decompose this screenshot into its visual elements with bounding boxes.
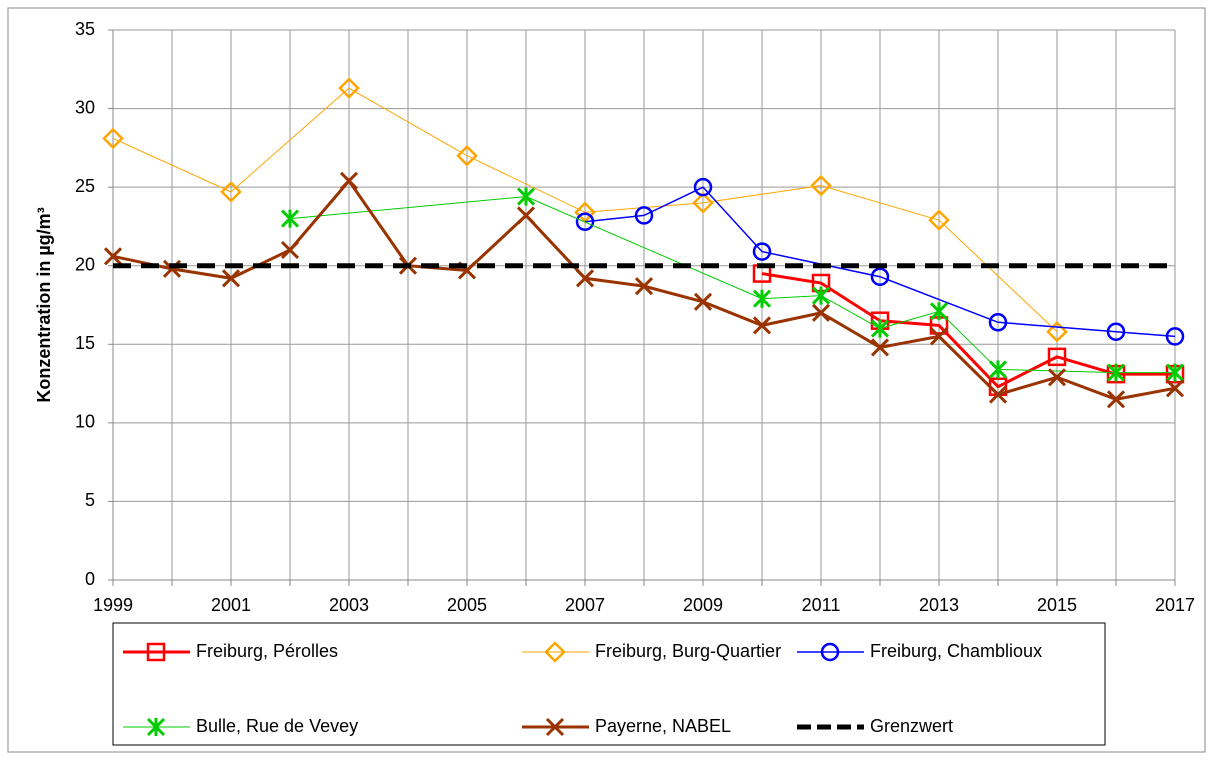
legend-box [112,622,1106,746]
marker [634,277,654,296]
marker [220,181,242,203]
marker [870,267,890,286]
x-tick-label: 2015 [1037,595,1077,615]
y-tick-label: 0 [85,569,95,589]
marker [929,302,949,321]
marker [1046,320,1068,343]
marker [811,286,831,305]
marker [752,242,772,261]
marker [338,77,360,99]
x-tick-label: 2001 [211,595,251,615]
legend-label: Payerne, NABEL [595,716,731,736]
marker [1106,322,1126,341]
marker [752,289,772,308]
marker [1047,368,1067,387]
marker [752,316,772,335]
y-tick-label: 15 [75,333,95,353]
marker [1106,363,1126,382]
marker [988,385,1008,404]
y-tick-label: 20 [75,254,95,274]
legend-label: Freiburg, Pérolles [196,641,338,661]
x-tick-label: 2003 [329,595,369,615]
x-tick-label: 2013 [919,595,959,615]
legend-marker [544,641,566,663]
x-tick-label: 2007 [565,595,605,615]
marker [1165,363,1185,382]
x-tick-label: 2009 [683,595,723,615]
legend-label: Freiburg, Burg-Quartier [595,641,781,661]
marker [928,209,950,231]
marker [516,187,536,206]
marker [693,292,713,311]
marker [929,327,949,346]
series-line [289,196,1175,374]
marker [811,303,831,322]
marker [988,360,1008,379]
marker [870,319,890,338]
marker [102,127,124,150]
x-tick-label: 1999 [93,595,133,615]
marker [103,247,123,266]
marker [1106,390,1126,409]
legend-marker [146,717,166,737]
y-axis-label: Konzentration in µg/m³ [34,207,54,402]
marker [810,174,832,197]
x-tick-label: 2005 [447,595,487,615]
x-tick-label: 2011 [802,595,841,615]
marker [456,144,478,167]
marker [1165,327,1185,346]
legend-marker [545,717,565,737]
legend-label: Bulle, Rue de Vevey [196,716,358,736]
y-tick-label: 10 [75,412,95,432]
marker [339,171,359,190]
legend-marker [146,642,166,662]
marker [280,240,300,260]
series-line [112,87,1058,333]
marker [693,177,713,197]
marker [634,206,654,225]
legend-label: Grenzwert [870,716,953,736]
marker [280,209,300,228]
frame [7,7,1206,753]
series-line [761,272,1175,389]
marker [575,212,595,231]
marker [870,338,890,357]
marker [575,269,595,288]
legend-label: Freiburg, Chamblioux [870,641,1042,661]
marker [1047,347,1067,367]
y-tick-label: 5 [85,490,95,510]
y-tick-label: 30 [75,97,95,117]
x-tick-label: 2017 [1155,595,1195,615]
marker [221,269,241,288]
marker [516,206,536,225]
y-tick-label: 25 [75,176,95,196]
marker [1165,379,1185,398]
legend-marker [820,642,840,662]
y-tick-label: 35 [75,19,95,39]
marker [692,192,714,214]
marker [988,313,1008,332]
